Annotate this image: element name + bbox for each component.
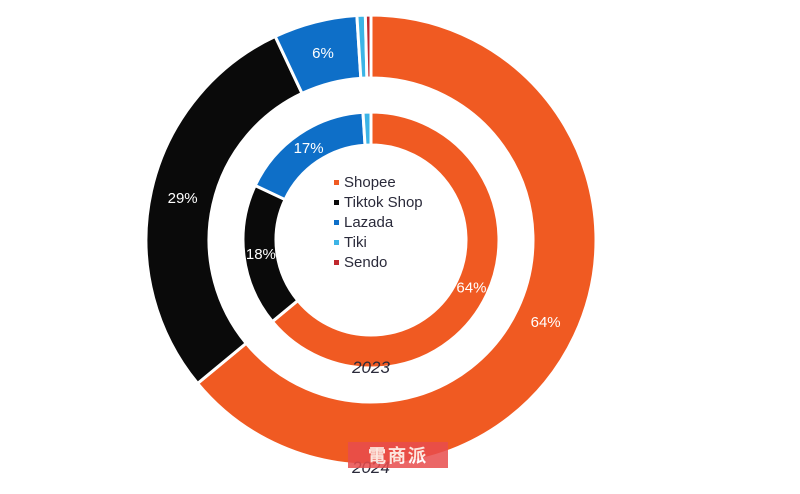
legend-label-tiki: Tiki [344, 234, 367, 251]
inner-label-shopee: 64% [456, 279, 486, 296]
outer-label-shopee: 64% [531, 314, 561, 331]
legend-label-sendo: Sendo [344, 254, 387, 271]
legend-label-shopee: Shopee [344, 174, 396, 191]
outer-label-tiktok-shop: 29% [168, 190, 198, 207]
inner-slice-shopee [270, 110, 501, 370]
watermark-logo: 電商派 [348, 442, 448, 468]
legend-swatch-shopee [334, 180, 339, 185]
legend-swatch-tiktok-shop [334, 200, 339, 205]
legend-swatch-tiki [334, 240, 339, 245]
legend-label-tiktok-shop: Tiktok Shop [344, 194, 423, 211]
legend-swatch-lazada [334, 220, 339, 225]
outer-slice-tiktok-shop [144, 34, 305, 386]
legend-label-lazada: Lazada [344, 214, 394, 231]
inner-label-tiktok-shop: 18% [246, 246, 276, 263]
outer-slice-sendo [363, 13, 373, 80]
outer-slice-shopee [195, 13, 598, 467]
inner-slice-tiki [361, 110, 373, 147]
outer-label-lazada: 6% [312, 45, 334, 62]
inner-label-lazada: 17% [294, 140, 324, 157]
legend-swatch-sendo [334, 260, 339, 265]
legend: Shopee Tiktok Shop Lazada Tiki Sendo [334, 174, 423, 271]
slice-labels: 64% 18% 17% 64% 29% 6% [168, 45, 561, 331]
outer-ring-2024 [144, 13, 598, 467]
year-label-2023: 2023 [351, 358, 390, 377]
inner-ring-2023 [241, 110, 501, 370]
